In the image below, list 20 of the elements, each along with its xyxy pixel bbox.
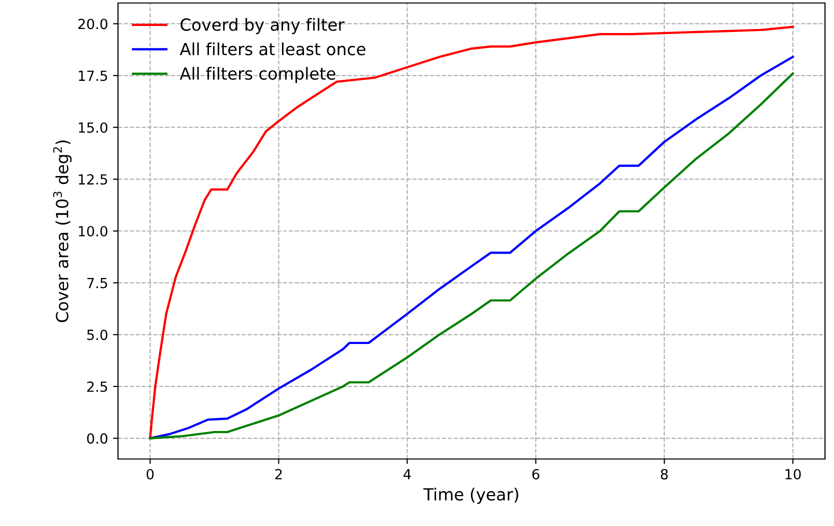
y-tick-label: 20.0	[78, 18, 108, 30]
y-tick-label: 7.5	[87, 278, 108, 288]
y-tick-label: 0.0	[87, 433, 108, 444]
legend-label: All filters complete	[180, 66, 336, 84]
x-tick-label: 2	[275, 468, 282, 480]
y-tick-label: 5.0	[87, 330, 108, 340]
legend-label: All filters at least once	[180, 42, 366, 56]
x-tick-label: 4	[403, 469, 411, 480]
y-tick-label: 10.0	[78, 226, 108, 236]
y-tick-label: 2.5	[87, 381, 108, 392]
y-axis-title: Cover area (10$^{3}$ deg$^{2}$)	[53, 140, 72, 322]
x-tick-label: 0	[146, 468, 154, 480]
x-tick-label: 8	[660, 468, 668, 480]
legend-label: Coverd by any filter	[180, 18, 345, 34]
y-tick-label: 12.5	[78, 174, 108, 185]
x-tick-label: 6	[532, 468, 540, 480]
x-axis-title: Time (year)	[423, 488, 518, 504]
y-tick-label: 15.0	[78, 122, 108, 133]
y-tick-label: 17.5	[78, 70, 108, 82]
x-tick-label: 10	[786, 468, 801, 480]
